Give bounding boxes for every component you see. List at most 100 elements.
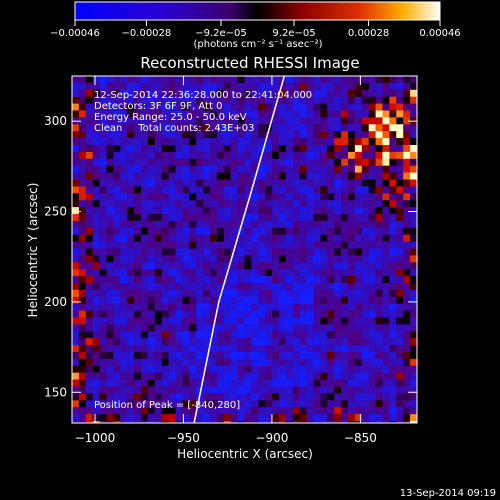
- heatmap-cell: [320, 124, 328, 132]
- heatmap-cell: [147, 338, 156, 346]
- heatmap-cell: [203, 372, 211, 380]
- heatmap-cell: [230, 179, 238, 187]
- heatmap-cell: [348, 303, 356, 311]
- heatmap-cell: [120, 117, 128, 125]
- heatmap-cell: [258, 220, 266, 229]
- heatmap-cell: [141, 248, 149, 256]
- heatmap-cell: [223, 165, 231, 173]
- heatmap-cell: [223, 151, 231, 160]
- heatmap-cell: [285, 303, 294, 311]
- heatmap-cell: [85, 103, 93, 111]
- heatmap-cell: [182, 345, 190, 353]
- heatmap-cell: [175, 151, 183, 160]
- heatmap-cell: [134, 303, 142, 311]
- heatmap-cell: [382, 352, 390, 360]
- heatmap-cell: [368, 241, 376, 249]
- heatmap-cell: [182, 365, 190, 373]
- heatmap-cell: [196, 96, 204, 104]
- heatmap-cell: [251, 358, 259, 367]
- heatmap-cell: [299, 207, 307, 215]
- heatmap-cell: [382, 324, 390, 332]
- heatmap-cell: [368, 117, 376, 125]
- heatmap-cell: [127, 283, 135, 291]
- heatmap-cell: [106, 331, 114, 339]
- heatmap-cell: [244, 269, 252, 277]
- heatmap-cell: [134, 138, 142, 146]
- heatmap-cell: [306, 96, 314, 104]
- heatmap-cell: [78, 207, 87, 215]
- heatmap-cell: [154, 145, 162, 153]
- heatmap-cell: [168, 151, 176, 160]
- heatmap-cell: [161, 303, 169, 311]
- heatmap-cell: [175, 96, 183, 104]
- heatmap-cell: [306, 110, 314, 118]
- heatmap-cell: [320, 145, 328, 153]
- heatmap-cell: [161, 158, 169, 166]
- heatmap-cell: [368, 269, 376, 277]
- heatmap-cell: [113, 407, 121, 415]
- heatmap-cell: [168, 110, 176, 118]
- heatmap-cell: [279, 89, 287, 97]
- heatmap-cell: [410, 89, 417, 97]
- heatmap-cell: [410, 200, 417, 208]
- heatmap-cell: [106, 283, 114, 291]
- colorbar-tick-label: 0.00028: [348, 28, 389, 39]
- heatmap-cell: [327, 269, 335, 277]
- heatmap-cell: [92, 358, 100, 367]
- heatmap-cell: [279, 324, 287, 332]
- heatmap-cell: [292, 262, 300, 270]
- heatmap-cell: [410, 131, 417, 139]
- heatmap-cell: [92, 131, 100, 139]
- heatmap-cell: [99, 414, 107, 422]
- heatmap-cell: [334, 262, 342, 270]
- heatmap-cell: [99, 393, 107, 401]
- heatmap-cell: [127, 234, 135, 242]
- heatmap-cell: [375, 103, 383, 111]
- heatmap-cell: [182, 200, 190, 208]
- heatmap-cell: [168, 89, 176, 97]
- heatmap-cell: [396, 310, 404, 318]
- heatmap-cell: [134, 89, 142, 97]
- heatmap-cell: [389, 234, 397, 242]
- heatmap-cell: [113, 227, 121, 235]
- heatmap-cell: [175, 200, 183, 208]
- heatmap-cell: [279, 400, 287, 408]
- heatmap-cell: [251, 248, 259, 256]
- heatmap-cell: [230, 379, 238, 387]
- heatmap-cell: [134, 379, 142, 387]
- heatmap-cell: [78, 421, 87, 423]
- heatmap-cell: [189, 110, 197, 118]
- heatmap-cell: [189, 386, 197, 394]
- heatmap-cell: [251, 372, 259, 380]
- heatmap-cell: [127, 200, 135, 208]
- heatmap-cell: [410, 151, 417, 160]
- heatmap-cell: [175, 283, 183, 291]
- heatmap-cell: [272, 372, 280, 380]
- heatmap-cell: [237, 255, 245, 263]
- heatmap-cell: [403, 303, 411, 311]
- heatmap-cell: [113, 283, 121, 291]
- heatmap-cell: [375, 386, 383, 394]
- heatmap-cell: [334, 200, 342, 208]
- heatmap-cell: [203, 193, 211, 201]
- heatmap-cell: [292, 241, 300, 249]
- heatmap-cell: [203, 186, 211, 194]
- heatmap-cell: [258, 296, 266, 304]
- heatmap-cell: [210, 365, 218, 373]
- heatmap-cell: [147, 262, 156, 270]
- heatmap-cell: [348, 400, 356, 408]
- heatmap-cell: [141, 145, 149, 153]
- heatmap-cell: [279, 124, 287, 132]
- heatmap-cell: [230, 352, 238, 360]
- heatmap-cell: [285, 358, 294, 367]
- heatmap-cell: [196, 82, 204, 91]
- heatmap-cell: [127, 110, 135, 118]
- heatmap-cell: [223, 365, 231, 373]
- heatmap-cell: [85, 151, 93, 160]
- heatmap-cell: [223, 124, 231, 132]
- heatmap-cell: [203, 207, 211, 215]
- heatmap-cell: [334, 248, 342, 256]
- heatmap-cell: [182, 131, 190, 139]
- heatmap-cell: [375, 262, 383, 270]
- heatmap-cell: [272, 289, 280, 298]
